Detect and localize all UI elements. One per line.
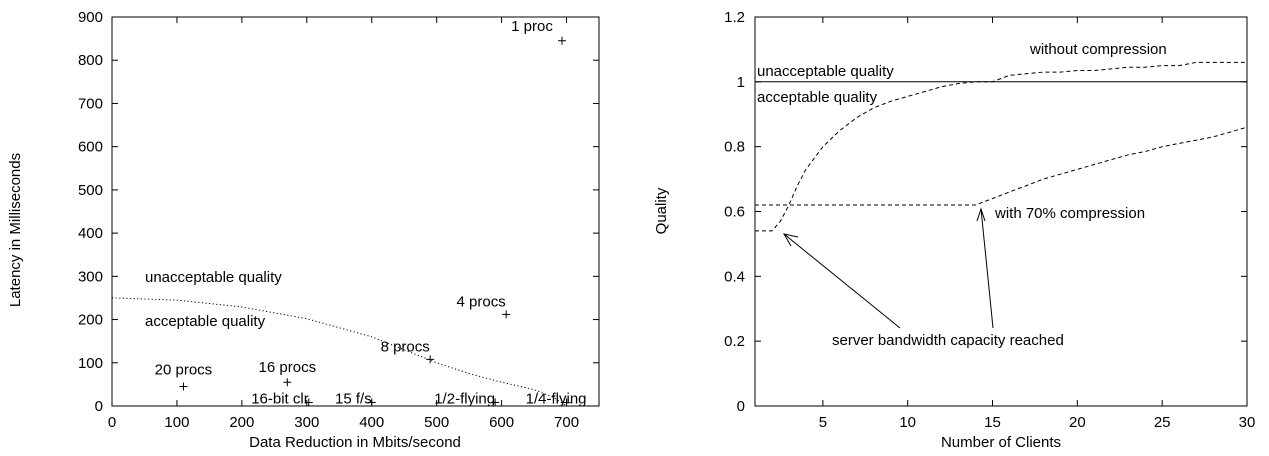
y-tick-label: 0 xyxy=(737,398,745,415)
y-tick-label: 100 xyxy=(78,355,103,372)
data-point-marker xyxy=(562,398,571,407)
arrow-line-right xyxy=(980,208,994,329)
y-tick-label: 900 xyxy=(78,9,103,26)
x-tick-label: 500 xyxy=(424,414,449,431)
data-point-label: 8 procs xyxy=(381,338,430,355)
data-point-label: 15 f/s xyxy=(335,391,372,408)
data-point-marker xyxy=(557,36,566,45)
y-tick-label: 700 xyxy=(78,95,103,112)
annotation-unacceptable: unacceptable quality xyxy=(757,63,894,80)
quality-boundary-curve xyxy=(111,297,567,407)
data-point-label: 1/4-flying xyxy=(526,391,587,408)
annotation-unacceptable: unacceptable quality xyxy=(145,269,282,286)
data-point-marker xyxy=(179,382,188,391)
x-axis-label: Data Reduction in Mbits/second xyxy=(249,434,461,451)
y-tick-label: 500 xyxy=(78,182,103,199)
data-point-marker xyxy=(491,398,500,407)
y-tick-label: 1.2 xyxy=(724,9,745,26)
plot-frame xyxy=(111,16,600,407)
data-point-label: 20 procs xyxy=(155,362,213,379)
data-points: 1 proc 4 procs 8 procs 16 procs 20 procs 16-b… xyxy=(155,18,587,408)
x-tick-label: 25 xyxy=(1154,414,1171,431)
series-line-with-70-compression xyxy=(755,126,1248,206)
y-tick-label: 0.6 xyxy=(724,204,745,221)
x-tick-label: 20 xyxy=(1069,414,1086,431)
y-tick-label: 800 xyxy=(78,52,103,69)
y-tick-label: 0 xyxy=(95,398,103,415)
x-tick-label: 10 xyxy=(899,414,916,431)
x-tick-label: 100 xyxy=(164,414,189,431)
y-tick-label: 600 xyxy=(78,139,103,156)
latency-vs-data-reduction-chart: 0 100 200 300 400 500 600 700 0 100 200 300 400 500 60… xyxy=(7,9,600,451)
y-tick-label: 0.4 xyxy=(724,268,745,285)
data-point-label: 1 proc xyxy=(511,18,553,35)
y-tick-label: 400 xyxy=(78,225,103,242)
axis-ticks: 0 100 200 300 400 500 600 700 0 100 200 300 400 500 60… xyxy=(78,9,599,431)
x-tick-label: 400 xyxy=(359,414,384,431)
y-axis-label: Latency in Milliseconds xyxy=(7,153,24,307)
quality-vs-clients-chart: 5 10 15 20 25 30 0 0.2 0.4 0.6 0.8 1 1.2 without com… xyxy=(653,9,1255,451)
data-point-label: 16-bit clr xyxy=(251,391,309,408)
axis-ticks: 5 10 15 20 25 30 0 0.2 0.4 0.6 0.8 1 1.2 xyxy=(724,9,1255,431)
x-tick-label: 0 xyxy=(108,414,116,431)
x-axis-label: Number of Clients xyxy=(941,434,1061,451)
arrow-head-right xyxy=(976,207,986,222)
data-point-label: 1/2-flying xyxy=(434,391,495,408)
data-point-marker xyxy=(304,398,313,407)
x-tick-label: 30 xyxy=(1239,414,1256,431)
arrow-head-left xyxy=(782,233,799,247)
y-axis-label: Quality xyxy=(653,187,670,234)
y-tick-label: 0.8 xyxy=(724,139,745,156)
x-tick-label: 15 xyxy=(984,414,1001,431)
y-tick-label: 0.2 xyxy=(724,333,745,350)
x-tick-label: 300 xyxy=(294,414,319,431)
data-point-marker xyxy=(283,378,292,387)
y-tick-label: 1 xyxy=(737,74,745,91)
boundary-curve-line xyxy=(111,297,567,407)
data-point-marker xyxy=(367,398,376,407)
arrow-line-left xyxy=(783,233,901,329)
annotation-with-compression: with 70% compression xyxy=(994,205,1145,222)
x-tick-label: 700 xyxy=(554,414,579,431)
y-tick-label: 300 xyxy=(78,268,103,285)
data-point-marker xyxy=(426,355,435,364)
data-point-marker xyxy=(502,310,511,319)
annotation-capacity: server bandwidth capacity reached xyxy=(832,332,1064,349)
capacity-arrows xyxy=(782,207,994,329)
series-lines xyxy=(755,61,1248,232)
x-tick-label: 5 xyxy=(819,414,827,431)
annotation-without-compression: without compression xyxy=(1029,41,1167,58)
x-tick-label: 200 xyxy=(229,414,254,431)
annotation-acceptable: acceptable quality xyxy=(757,89,878,106)
y-tick-label: 200 xyxy=(78,312,103,329)
data-point-label: 16 procs xyxy=(259,359,317,376)
data-point-label: 4 procs xyxy=(457,293,506,310)
annotation-acceptable: acceptable quality xyxy=(145,313,266,330)
x-tick-label: 600 xyxy=(489,414,514,431)
